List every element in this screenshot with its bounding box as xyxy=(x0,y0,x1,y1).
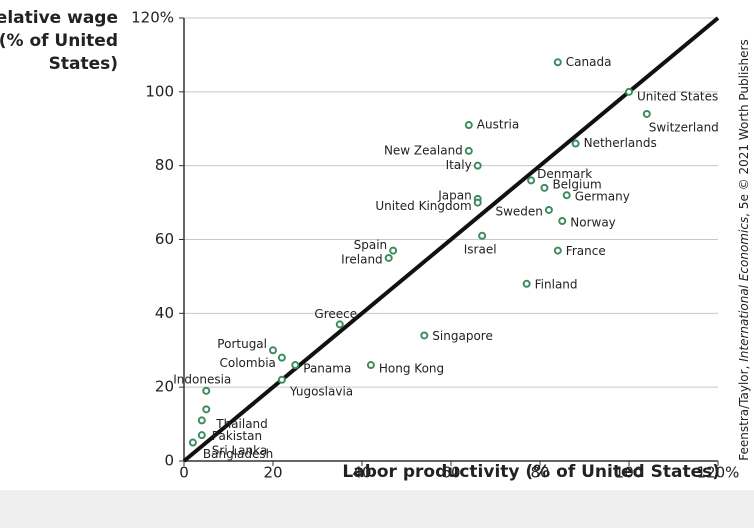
point xyxy=(269,346,277,355)
point-label: Finland xyxy=(535,277,578,291)
point-label: Japan xyxy=(437,188,471,202)
point-label: France xyxy=(566,244,606,258)
y-tick-label: 120% xyxy=(131,9,174,27)
point xyxy=(540,183,549,192)
x-tick-label: 20 xyxy=(263,464,282,482)
point xyxy=(420,331,429,340)
x-tick-label: 40 xyxy=(352,464,371,482)
y-tick-label: 40 xyxy=(155,304,174,322)
point xyxy=(335,320,344,329)
point-label: Greece xyxy=(314,307,357,321)
point-label: Israel xyxy=(464,242,497,256)
point-label: New Zealand xyxy=(384,143,463,157)
point xyxy=(527,176,536,185)
credit-part: , 5e © 2021 Worth Publishers xyxy=(737,39,751,217)
point xyxy=(571,139,580,148)
point xyxy=(197,416,206,425)
point xyxy=(553,58,562,67)
point xyxy=(291,361,300,370)
point xyxy=(553,246,562,255)
y-axis-title: Relative wage xyxy=(0,8,118,28)
point xyxy=(544,205,553,214)
point-label: Switzerland xyxy=(649,120,719,134)
credit: Feenstra/Taylor, International Economics… xyxy=(737,39,751,460)
point-label: Norway xyxy=(570,216,616,230)
point-label: Denmark xyxy=(537,167,592,181)
point xyxy=(473,198,482,207)
point xyxy=(366,361,375,370)
point xyxy=(625,87,633,96)
point-label: Panama xyxy=(303,362,351,376)
point xyxy=(277,353,286,362)
y-tick-label: 80 xyxy=(155,156,174,174)
point-label: Sweden xyxy=(495,204,542,218)
point-label: Netherlands xyxy=(584,136,657,150)
point-label: Colombia xyxy=(220,356,276,370)
point xyxy=(558,217,567,226)
y-tick-label: 60 xyxy=(155,230,174,248)
point-label: United Kingdom xyxy=(375,199,471,213)
footer-band xyxy=(0,490,754,528)
point xyxy=(464,146,473,155)
point xyxy=(202,405,211,414)
point xyxy=(478,231,487,240)
point-label: Sri Lanka xyxy=(212,444,267,458)
point xyxy=(277,375,286,384)
point-label: Pakistan xyxy=(212,429,262,443)
point-label: Belgium xyxy=(552,177,601,191)
point-label: United States xyxy=(637,89,718,103)
point-label: Singapore xyxy=(432,329,493,343)
y-tick-label: 0 xyxy=(164,452,174,470)
point-label: Ireland xyxy=(341,252,383,266)
x-tick-label: 100 xyxy=(615,464,644,482)
point xyxy=(522,279,531,288)
x-tick-label: 80 xyxy=(530,464,549,482)
point-label: Italy xyxy=(446,158,472,172)
point-label: Austria xyxy=(477,118,519,132)
y-tick-label: 20 xyxy=(155,378,174,396)
point xyxy=(188,438,197,447)
point xyxy=(384,253,393,262)
y-axis-title: (% of United xyxy=(0,31,118,51)
point xyxy=(562,191,571,200)
point-label: Bangladesh xyxy=(203,447,273,461)
credit-part: Feenstra/Taylor, xyxy=(737,362,751,461)
point-label: Hong Kong xyxy=(379,362,444,376)
point xyxy=(202,386,211,395)
point-label: Canada xyxy=(566,55,612,69)
point xyxy=(464,121,473,130)
credit-part: International Economics xyxy=(737,217,751,362)
point xyxy=(642,109,651,118)
point-label: Portugal xyxy=(217,337,267,351)
point xyxy=(197,431,206,440)
x-axis-title: Labor productivity (% of United States) xyxy=(342,462,720,482)
y-axis-title: States) xyxy=(49,54,118,74)
point-label: Yugoslavia xyxy=(289,384,353,398)
x-tick-label: 60 xyxy=(441,464,460,482)
point-label: Thailand xyxy=(215,417,268,431)
point-label: Spain xyxy=(354,238,388,252)
point-label: Indonesia xyxy=(173,372,231,386)
point-label: Germany xyxy=(575,190,630,204)
x-tick-label: 120% xyxy=(697,464,740,482)
x-tick-label: 0 xyxy=(179,464,189,482)
y-tick-label: 100 xyxy=(145,82,174,100)
point xyxy=(389,246,398,255)
point xyxy=(473,161,482,170)
